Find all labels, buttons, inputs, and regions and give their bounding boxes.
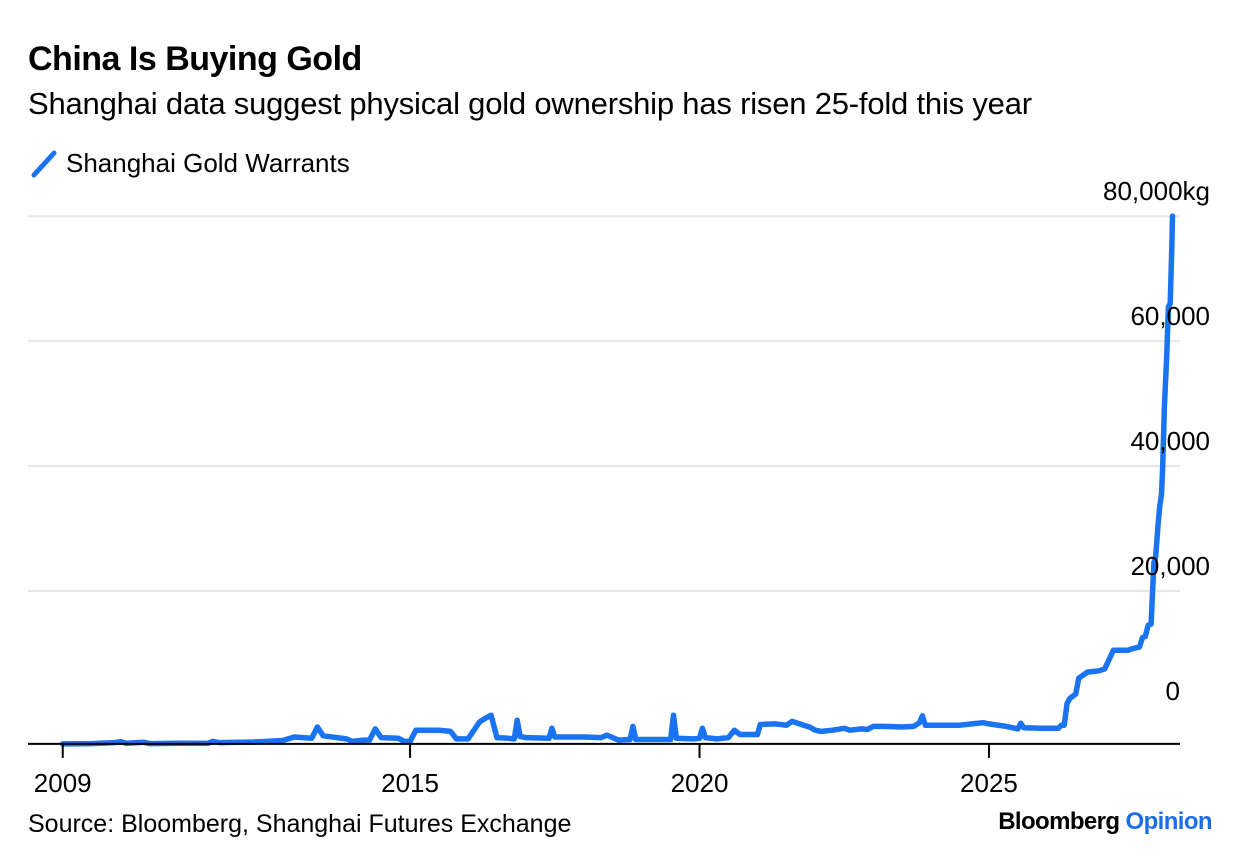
y-tick-label: 0 xyxy=(1166,676,1180,706)
brand-logo-main: Bloomberg xyxy=(998,808,1120,835)
legend-swatch-shanghai-gold-warrants xyxy=(31,150,57,177)
series-layer xyxy=(59,213,1176,747)
x-tick-label: 2020 xyxy=(671,768,729,798)
y-tick-label: 40,000 xyxy=(1130,426,1210,456)
brand-logo: Bloomberg Opinion xyxy=(998,808,1212,836)
source-note: Source: Bloomberg, Shanghai Futures Exch… xyxy=(28,810,572,838)
x-tick-label: 2009 xyxy=(34,768,92,798)
legend: Shanghai Gold Warrants xyxy=(30,148,350,179)
x-tick-label: 2015 xyxy=(381,768,439,798)
brand-logo-accent: Opinion xyxy=(1125,808,1213,835)
series-line-shanghai-gold-warrants xyxy=(59,213,1176,747)
grid-lines xyxy=(28,215,1180,592)
chart-subtitle: Shanghai data suggest physical gold owne… xyxy=(28,86,1032,121)
axes: 0 20,000 40,000 60,000 80,000kg 2009 2015 2020 2… xyxy=(28,176,1210,798)
legend-label-shanghai-gold-warrants: Shanghai Gold Warrants xyxy=(66,148,350,178)
chart-title: China Is Buying Gold xyxy=(28,40,362,78)
y-tick-label: 80,000kg xyxy=(1103,176,1210,206)
x-tick-label: 2025 xyxy=(960,768,1018,798)
y-tick-label: 20,000 xyxy=(1130,551,1210,581)
y-tick-label: 60,000 xyxy=(1130,301,1210,331)
